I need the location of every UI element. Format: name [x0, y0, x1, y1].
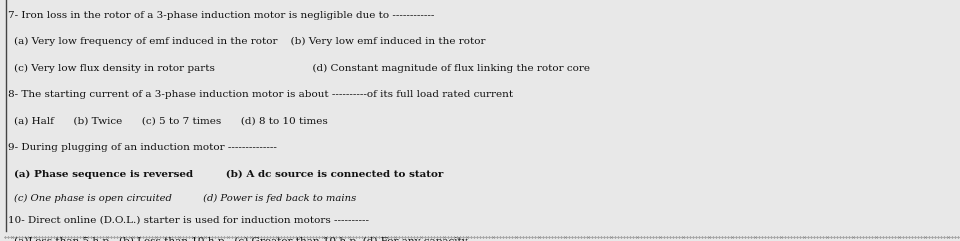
Text: (c) Very low flux density in rotor parts                              (d) Consta: (c) Very low flux density in rotor parts…: [14, 64, 590, 73]
Text: 8- The starting current of a 3-phase induction motor is about ----------of its f: 8- The starting current of a 3-phase ind…: [8, 90, 513, 99]
Text: (a) Very low frequency of emf induced in the rotor    (b) Very low emf induced i: (a) Very low frequency of emf induced in…: [14, 37, 486, 47]
Text: (a) Half      (b) Twice      (c) 5 to 7 times      (d) 8 to 10 times: (a) Half (b) Twice (c) 5 to 7 times (d) …: [14, 117, 328, 126]
Text: (a)Less than 5 h.p.  (b) Less than 10 h.p.  (c) Greater than 10 h.p. (d) For any: (a)Less than 5 h.p. (b) Less than 10 h.p…: [14, 237, 468, 241]
Text: 9- During plugging of an induction motor --------------: 9- During plugging of an induction motor…: [8, 143, 276, 152]
Text: (c) One phase is open circuited          (d) Power is fed back to mains: (c) One phase is open circuited (d) Powe…: [14, 194, 357, 203]
Text: 10- Direct online (D.O.L.) starter is used for induction motors ----------: 10- Direct online (D.O.L.) starter is us…: [8, 216, 369, 225]
Text: 7- Iron loss in the rotor of a 3-phase induction motor is negligible due to ----: 7- Iron loss in the rotor of a 3-phase i…: [8, 11, 434, 20]
Text: (a) Phase sequence is reversed         (b) A dc source is connected to stator: (a) Phase sequence is reversed (b) A dc …: [14, 170, 444, 179]
